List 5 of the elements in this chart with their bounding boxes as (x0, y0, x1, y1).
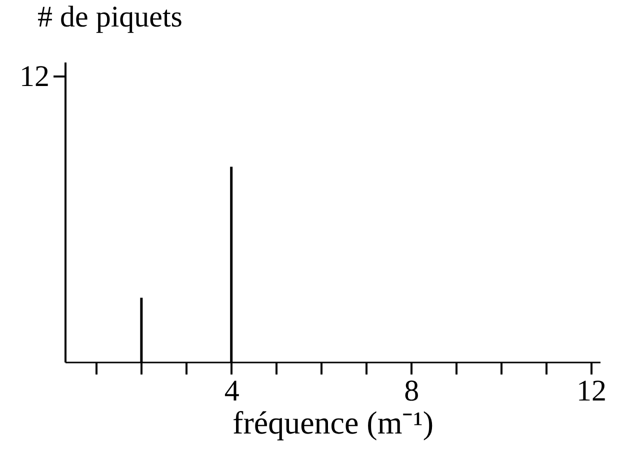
x-tick-label: 4 (224, 374, 240, 408)
x-tick-label: 12 (576, 374, 607, 408)
x-axis-title: fréquence (m⁻¹) (232, 404, 434, 440)
y-axis-title: # de piquets (38, 0, 182, 34)
x-tick-label: 8 (404, 374, 420, 408)
